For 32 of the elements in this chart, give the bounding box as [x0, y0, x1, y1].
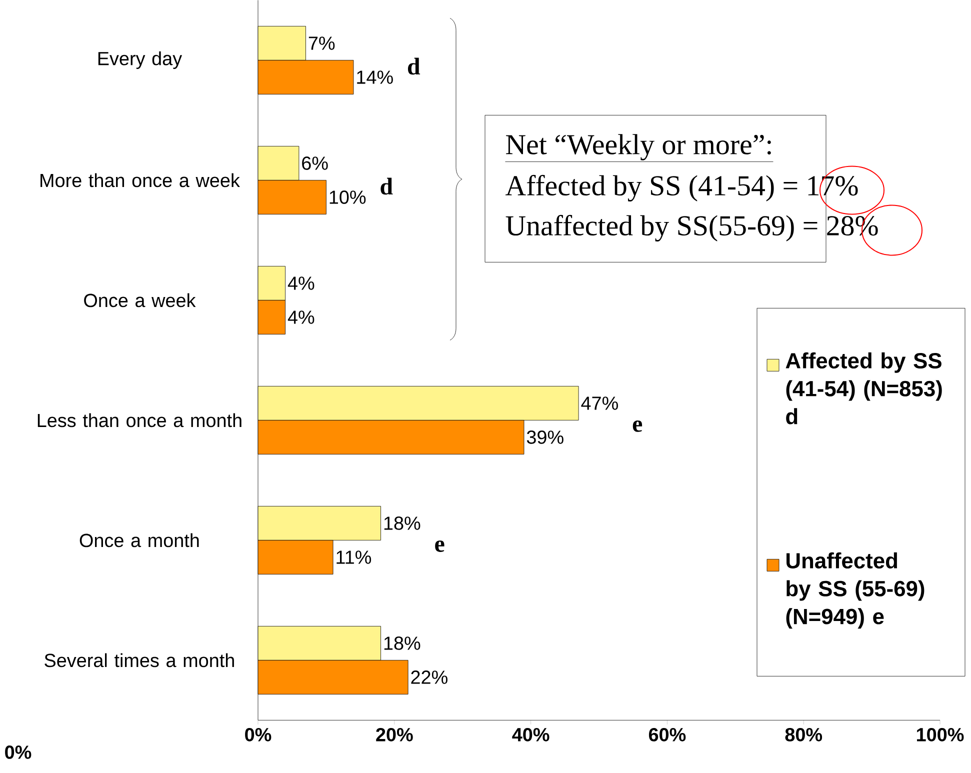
data-label: 6% [302, 156, 328, 170]
x-tick-label: 100% [916, 728, 964, 742]
annotation: Net “Weekly or more”: [506, 134, 771, 160]
legend-label: Affected by SS (41-54) (N=853) d [786, 352, 942, 424]
legend-label: Unaffected by SS (55-69) (N=949) e [786, 552, 924, 629]
data-label: 14% [357, 70, 393, 84]
x-tick-label: 80% [785, 728, 822, 742]
data-label: 39% [526, 430, 564, 444]
annotation: e [435, 540, 444, 552]
y-tick-label: More than once a week [40, 173, 240, 188]
annotation: e [632, 420, 642, 432]
y-tick-label: Every day [98, 51, 182, 69]
data-label: 7% [308, 36, 335, 50]
data-label: 11% [336, 550, 372, 564]
data-label: 22% [411, 670, 448, 684]
data-label: 4% [288, 310, 314, 324]
x-tick-label: 0% [245, 728, 272, 742]
data-label: 10% [330, 190, 366, 204]
x-tick-label: 20% [376, 728, 413, 742]
y-tick-label: Once a week [84, 293, 196, 308]
data-label: 18% [384, 516, 420, 530]
y-tick-label: Less than once a month [38, 413, 242, 428]
text: 0% [5, 745, 32, 759]
y-tick-label: Several times a month [44, 653, 234, 668]
data-label: 18% [384, 636, 420, 650]
x-tick-label: 60% [648, 728, 686, 742]
y-tick-label: Once a month [80, 533, 199, 548]
x-tick-label: 40% [512, 728, 550, 742]
data-label: 47% [581, 396, 618, 410]
data-label: 4% [288, 276, 314, 290]
annotation: d [408, 58, 420, 75]
annotation: d [380, 178, 393, 195]
